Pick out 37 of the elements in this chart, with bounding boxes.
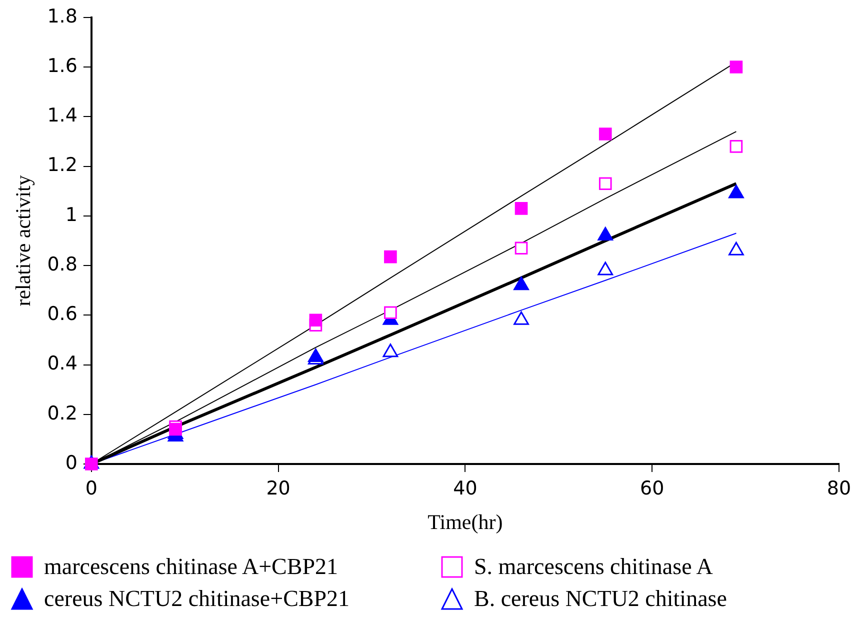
x-axis-title: Time(hr) [428,510,503,534]
legend-label: S. marcescens chitinase A [474,554,713,580]
point [514,202,528,215]
point [730,140,743,153]
y-tick-label: 1.4 [47,104,78,127]
x-tick-label: 0 [85,477,98,500]
y-tick-label: 1.6 [47,54,78,77]
x-tick-label: 20 [266,477,290,500]
y-tick-label: 0.4 [47,352,78,375]
y-tick-label: 0 [65,452,78,474]
point [514,242,528,255]
point [309,314,322,327]
x-tick-label: 40 [453,477,478,500]
point [728,242,744,256]
legend-label: cereus NCTU2 chitinase+CBP21 [44,586,350,612]
x-tick-label: 80 [826,477,852,500]
y-tick-label: 1.8 [47,5,78,28]
point [514,276,529,290]
point [598,128,612,140]
point [384,250,397,264]
point [308,348,324,362]
point [598,177,612,190]
point [598,262,614,276]
point [169,422,182,436]
y-tick-label: 0.6 [47,303,78,326]
legend-label: B. cereus NCTU2 chitinase [474,586,727,612]
y-tick-label: 0.2 [47,402,78,424]
y-tick-label: 1 [65,204,78,226]
y-tick-label: 0.8 [47,253,78,276]
point [382,344,398,358]
point [730,60,743,74]
x-tick-label: 60 [640,477,664,500]
legend-label: marcescens chitinase A+CBP21 [44,554,338,580]
point [514,311,529,325]
point [384,306,397,320]
y-tick-label: 1.2 [47,154,78,176]
y-axis-title: relative activity [11,174,36,306]
